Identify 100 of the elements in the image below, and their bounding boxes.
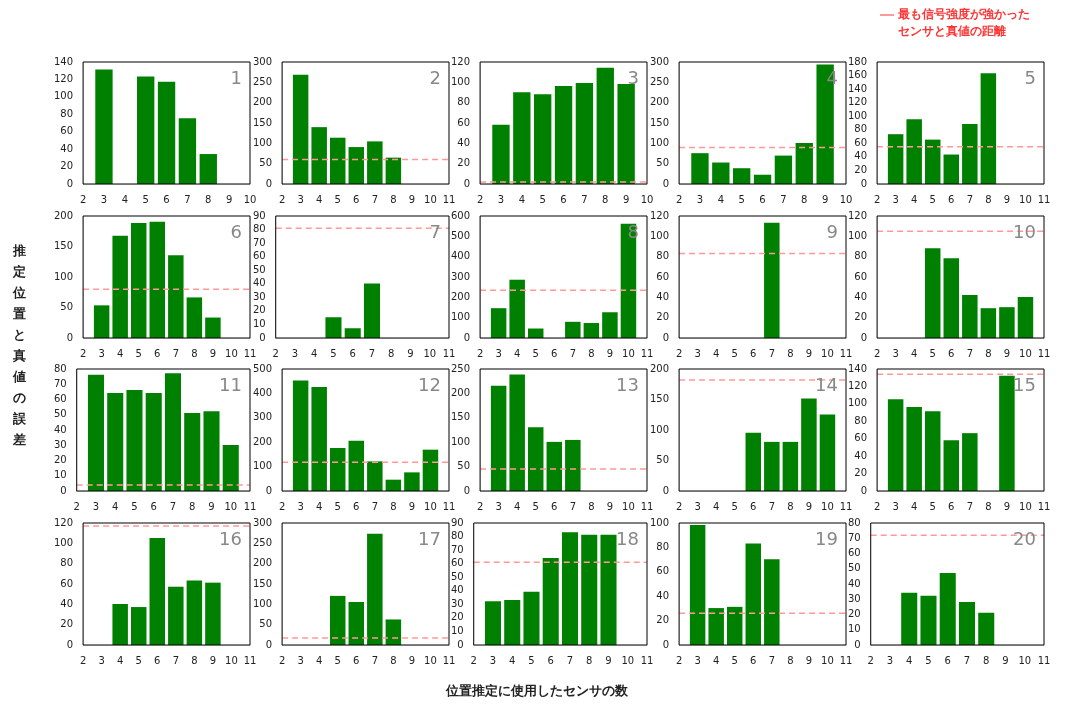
x-tick-label: 7	[371, 500, 378, 512]
x-tick-label: 7	[569, 347, 576, 359]
x-tick-label: 9	[408, 500, 415, 512]
y-tick-label: 50	[655, 157, 669, 169]
y-tick-label: 30	[450, 597, 464, 609]
x-tick-label: 8	[786, 654, 794, 666]
y-tick-label: 0	[662, 638, 669, 650]
x-tick-label: 3	[489, 654, 497, 666]
x-tick-label: 4	[513, 347, 521, 359]
x-tick-label: 11	[1037, 193, 1051, 205]
x-tick-label: 7	[966, 193, 973, 205]
y-tick-label: 200	[649, 96, 669, 108]
x-tick-label: 4	[310, 347, 317, 359]
y-tick-label: 300	[649, 55, 669, 67]
x-tick-label: 3	[296, 193, 304, 205]
y-tick-label: 500	[252, 362, 272, 374]
annotation: 6	[230, 220, 242, 242]
x-tick-label: 10	[225, 347, 238, 359]
x-tick-label: 6	[560, 193, 567, 205]
x-tick-label: 5	[142, 193, 149, 205]
x-tick-label: 10	[243, 193, 257, 205]
y-tick-label: 80	[53, 362, 67, 374]
y-tick-label: 80	[854, 249, 868, 261]
x-tick-label: 6	[948, 193, 955, 205]
x-tick-label: 5	[532, 347, 539, 359]
x-tick-label: 9	[605, 654, 612, 666]
y-tick-label: 40	[53, 423, 67, 435]
x-tick-label: 3	[693, 347, 701, 359]
x-tick-label: 11	[442, 193, 455, 205]
legend-label: 最も信号強度が強かったセンサと真値の距離	[898, 6, 1031, 40]
y-tick-label: 80	[655, 249, 669, 261]
x-tick-label: 5	[731, 654, 738, 666]
y-tick-label: 10	[252, 317, 266, 329]
annotation: 11	[219, 373, 242, 395]
y-tick-label: 40	[847, 577, 861, 589]
x-tick-label: 10	[839, 193, 852, 205]
x-tick-label: 3	[892, 500, 899, 512]
x-tick-label: 6	[749, 654, 756, 666]
y-tick-label: 30	[847, 592, 861, 604]
annotation: 15	[1013, 373, 1036, 395]
x-tick-label: 2	[873, 193, 881, 205]
x-tick-label: 3	[693, 654, 701, 666]
x-tick-label: 4	[518, 193, 525, 205]
y-tick-label: 200	[649, 362, 669, 374]
y-tick-label: 0	[463, 484, 471, 496]
x-tick-label: 7	[779, 193, 787, 205]
y-tick-label: 100	[450, 310, 471, 322]
y-tick-label: 160	[847, 69, 868, 81]
y-tick-label: 60	[252, 249, 266, 261]
y-tick-label: 250	[649, 75, 669, 87]
y-tick-label: 20	[854, 310, 868, 322]
x-tick-label: 7	[768, 654, 775, 666]
x-tick-label: 8	[786, 500, 794, 512]
y-tick-label: 50	[258, 157, 272, 169]
y-tick-label: 90	[450, 516, 464, 528]
x-tick-label: 8	[588, 347, 595, 359]
x-tick-label: 3	[892, 193, 899, 205]
y-tick-label: 80	[854, 414, 868, 426]
x-tick-label: 7	[966, 347, 973, 359]
x-tick-label: 9	[606, 500, 614, 512]
x-tick-label: 5	[929, 193, 936, 205]
y-tick-label: 100	[53, 536, 74, 548]
x-tick-label: 2	[867, 654, 874, 666]
y-tick-label: 70	[450, 543, 464, 555]
x-tick-label: 3	[495, 500, 502, 512]
y-tick-label: 0	[860, 331, 868, 343]
annotation: 16	[219, 527, 242, 549]
y-tick-label: 250	[450, 362, 471, 374]
x-tick-label: 8	[389, 193, 397, 205]
x-tick-label: 2	[278, 193, 285, 205]
x-tick-label: 4	[717, 193, 724, 205]
x-tick-label: 5	[929, 347, 936, 359]
x-tick-label: 9	[622, 193, 630, 205]
x-tick-label: 5	[334, 500, 341, 512]
y-tick-label: 70	[252, 236, 266, 248]
y-tick-label: 0	[662, 331, 669, 343]
x-tick-label: 11	[1037, 654, 1051, 666]
x-tick-label: 7	[768, 500, 775, 512]
y-tick-label: 20	[655, 310, 669, 322]
y-tick-label: 60	[847, 546, 861, 558]
x-tick-label: 8	[985, 347, 992, 359]
x-tick-label: 8	[985, 500, 992, 512]
x-tick-label: 4	[712, 500, 719, 512]
x-tick-label: 3	[92, 500, 100, 512]
y-tick-label: 120	[847, 96, 868, 108]
y-tick-label: 60	[854, 432, 868, 444]
y-tick-label: 0	[265, 177, 272, 189]
x-tick-label: 5	[135, 654, 142, 666]
x-tick-label: 3	[296, 500, 304, 512]
x-tick-label: 3	[497, 193, 505, 205]
y-tick-label: 500	[450, 229, 471, 241]
y-tick-label: 80	[60, 107, 74, 119]
x-tick-label: 4	[910, 347, 918, 359]
x-tick-label: 2	[79, 347, 87, 359]
x-tick-label: 4	[315, 193, 322, 205]
x-tick-label: 2	[476, 193, 484, 205]
x-tick-label: 8	[588, 500, 595, 512]
y-tick-label: 0	[463, 177, 471, 189]
y-tick-label: 120	[450, 55, 471, 67]
y-tick-label: 50	[258, 617, 272, 629]
